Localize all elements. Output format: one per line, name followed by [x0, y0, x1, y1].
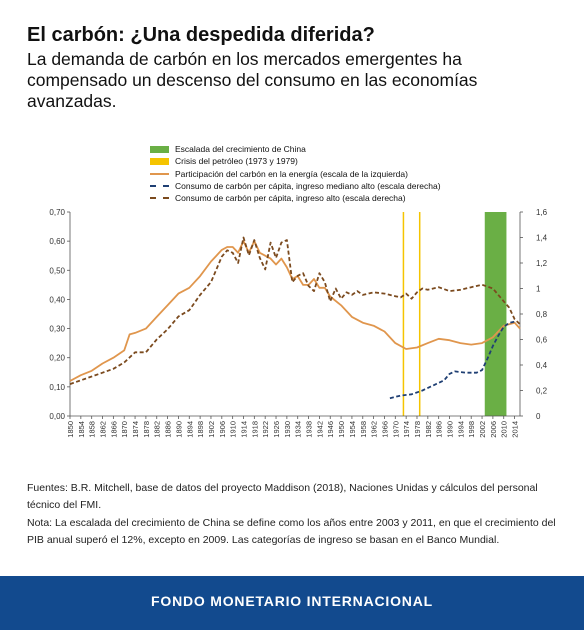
coal-chart: 0,00 0,10 0,20 0,30 0,40 0,50 0,60 0,70 0 0,2 0,4 0…: [49, 208, 548, 438]
x-tick-label: 1986: [435, 421, 444, 438]
left-tick-label: 0,10: [49, 383, 65, 392]
right-tick-label: 0,8: [536, 310, 548, 319]
legend-swatch-coal-share: [150, 172, 169, 175]
x-tick-label: 1874: [131, 421, 140, 438]
right-tick-label: 1,2: [536, 259, 548, 268]
chart-notes: Fuentes: B.R. Mitchell, base de datos de…: [27, 480, 557, 550]
x-tick-label: 2010: [500, 421, 509, 438]
x-tick-label: 1978: [413, 421, 422, 438]
china-growth-region: [484, 212, 507, 416]
x-tick-label: 1902: [207, 421, 216, 438]
legend-item-china: Escalada del crecimiento de China: [150, 143, 441, 155]
x-tick-label: 1910: [229, 421, 238, 438]
left-tick-label: 0,60: [49, 237, 65, 246]
x-tick-label: 1914: [239, 421, 248, 438]
x-tick-label: 1974: [402, 421, 411, 438]
legend-item-upper-middle: Consumo de carbón per cápita, ingreso me…: [150, 180, 441, 192]
footer-org-name: FONDO MONETARIO INTERNACIONAL: [151, 593, 433, 609]
x-tick-label: 1990: [446, 421, 455, 438]
x-tick-label: 1898: [196, 421, 205, 438]
x-tick-label: 1938: [305, 421, 314, 438]
x-tick-label: 1878: [142, 421, 151, 438]
definition-note: Nota: La escalada del crecimiento de Chi…: [27, 517, 556, 546]
legend-item-coal-share: Participación del carbón en la energía (…: [150, 168, 441, 180]
x-tick-label: 1918: [250, 421, 259, 438]
x-tick-label: 1970: [391, 421, 400, 438]
x-tick-label: 1850: [66, 421, 75, 438]
right-tick-label: 1,6: [536, 208, 548, 217]
x-tick-label: 2002: [478, 421, 487, 438]
legend-label-upper-middle: Consumo de carbón per cápita, ingreso me…: [175, 180, 441, 191]
right-tick-label: 0,2: [536, 387, 548, 396]
legend-swatch-high-income: [150, 197, 169, 200]
x-tick-label: 1854: [77, 421, 86, 438]
left-tick-label: 0,20: [49, 354, 65, 363]
coal-share-line: [69, 240, 521, 382]
legend-swatch-oil-crisis: [150, 157, 169, 165]
upper-middle-income-line: [389, 320, 515, 400]
right-tick-label: 1,4: [536, 234, 548, 243]
x-tick-label: 1890: [174, 421, 183, 438]
x-tick-label: 1954: [348, 421, 357, 438]
right-tick-label: 0,6: [536, 336, 548, 345]
legend-item-high-income: Consumo de carbón per cápita, ingreso al…: [150, 192, 441, 204]
x-tick-label: 1922: [261, 421, 270, 438]
x-tick-label: 1906: [218, 421, 227, 438]
legend-label-china: Escalada del crecimiento de China: [175, 144, 306, 154]
page-title: El carbón: ¿Una despedida diferida?: [27, 24, 375, 46]
right-tick-label: 1: [536, 285, 541, 294]
chart-legend: Escalada del crecimiento de China Crisis…: [150, 143, 441, 204]
page-subtitle: La demanda de carbón en los mercados eme…: [27, 49, 478, 111]
x-tick-label: 1950: [337, 421, 346, 438]
right-tick-label: 0,4: [536, 361, 548, 370]
x-tick-label: 1946: [326, 421, 335, 438]
x-tick-label: 2014: [511, 421, 520, 438]
x-tick-label: 1930: [283, 421, 292, 438]
x-tick-label: 1982: [424, 421, 433, 438]
legend-item-oil-crisis: Crisis del petróleo (1973 y 1979): [150, 155, 441, 167]
x-tick-label: 1994: [456, 421, 465, 438]
x-tick-label: 1886: [164, 421, 173, 438]
x-tick-label: 1894: [185, 421, 194, 438]
left-tick-label: 0,30: [49, 325, 65, 334]
legend-label-oil-crisis: Crisis del petróleo (1973 y 1979): [175, 156, 298, 167]
left-tick-label: 0,00: [49, 412, 65, 421]
x-tick-label: 1866: [109, 421, 118, 438]
footer-bar: FONDO MONETARIO INTERNACIONAL: [0, 576, 584, 630]
legend-label-high-income: Consumo de carbón per cápita, ingreso al…: [175, 193, 406, 204]
x-tick-label: 1882: [153, 421, 162, 438]
left-tick-label: 0,40: [49, 295, 65, 304]
x-tick-label: 1934: [294, 421, 303, 438]
left-tick-label: 0,50: [49, 266, 65, 275]
x-tick-label: 1958: [359, 421, 368, 438]
x-tick-label: 1870: [120, 421, 129, 438]
legend-swatch-china: [150, 145, 169, 153]
x-tick-label: 1962: [370, 421, 379, 438]
right-tick-label: 0: [536, 412, 541, 421]
x-tick-label: 1926: [272, 421, 281, 438]
legend-swatch-upper-middle: [150, 185, 169, 188]
x-tick-label: 2006: [489, 421, 498, 438]
high-income-line: [69, 236, 521, 385]
x-tick-label: 1998: [467, 421, 476, 438]
legend-label-coal-share: Participación del carbón en la energía (…: [175, 168, 408, 179]
left-tick-label: 0,70: [49, 208, 65, 217]
sources-note: Fuentes: B.R. Mitchell, base de datos de…: [27, 482, 538, 511]
x-tick-label: 1862: [99, 421, 108, 438]
x-tick-label: 1942: [315, 421, 324, 438]
x-tick-label: 1966: [380, 421, 389, 438]
x-tick-label: 1858: [88, 421, 97, 438]
